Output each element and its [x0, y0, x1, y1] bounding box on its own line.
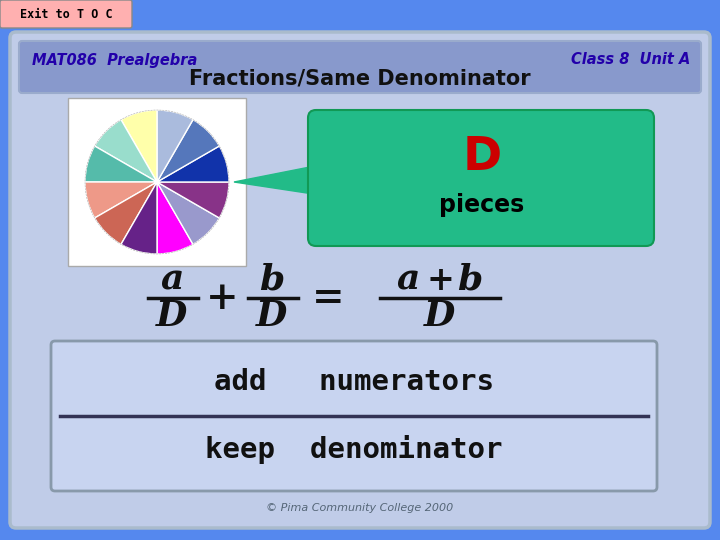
Wedge shape: [157, 146, 229, 182]
Wedge shape: [121, 182, 157, 254]
Wedge shape: [85, 182, 157, 218]
Wedge shape: [121, 110, 157, 182]
Wedge shape: [157, 182, 229, 218]
Text: b: b: [457, 263, 482, 297]
Text: Fractions/Same Denominator: Fractions/Same Denominator: [189, 69, 531, 89]
Text: D: D: [256, 299, 288, 333]
FancyBboxPatch shape: [0, 0, 132, 28]
Text: Exit to T O C: Exit to T O C: [19, 8, 112, 21]
Text: a: a: [396, 263, 420, 297]
FancyBboxPatch shape: [51, 341, 657, 491]
Text: +: +: [206, 279, 238, 317]
FancyBboxPatch shape: [19, 41, 701, 93]
Wedge shape: [157, 110, 193, 182]
Text: +: +: [426, 264, 454, 296]
Wedge shape: [94, 120, 157, 182]
Text: © Pima Community College 2000: © Pima Community College 2000: [266, 503, 454, 513]
Text: D: D: [424, 299, 456, 333]
Wedge shape: [157, 182, 220, 245]
Text: keep  denominator: keep denominator: [205, 435, 503, 464]
Text: Class 8  Unit A: Class 8 Unit A: [571, 52, 690, 68]
Text: pieces: pieces: [439, 193, 525, 217]
Polygon shape: [234, 165, 320, 195]
Wedge shape: [94, 182, 157, 245]
Text: D: D: [462, 136, 502, 180]
Text: =: =: [312, 279, 344, 317]
Wedge shape: [157, 120, 220, 182]
Text: MAT086  Prealgebra: MAT086 Prealgebra: [32, 52, 197, 68]
Text: b: b: [259, 263, 284, 297]
Bar: [68, 98, 246, 266]
Text: add   numerators: add numerators: [214, 368, 494, 396]
FancyBboxPatch shape: [10, 32, 710, 528]
Wedge shape: [85, 146, 157, 182]
Wedge shape: [157, 182, 193, 254]
Text: D: D: [156, 299, 188, 333]
Text: a: a: [161, 263, 184, 297]
FancyBboxPatch shape: [308, 110, 654, 246]
